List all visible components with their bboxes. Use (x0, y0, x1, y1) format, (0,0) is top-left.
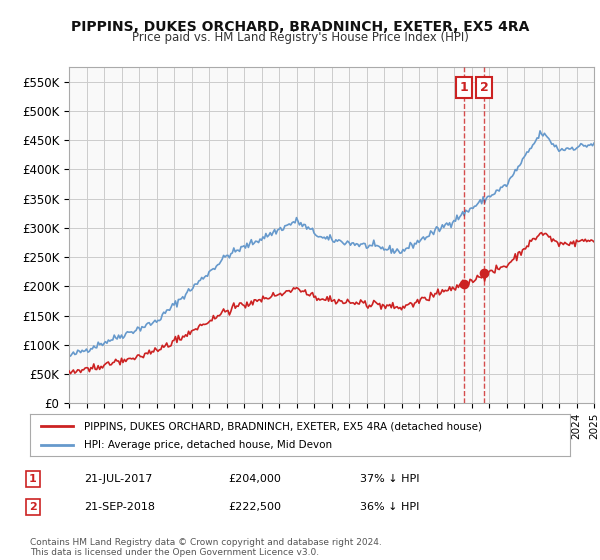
Text: PIPPINS, DUKES ORCHARD, BRADNINCH, EXETER, EX5 4RA (detached house): PIPPINS, DUKES ORCHARD, BRADNINCH, EXETE… (84, 421, 482, 431)
Text: HPI: Average price, detached house, Mid Devon: HPI: Average price, detached house, Mid … (84, 440, 332, 450)
Text: 1: 1 (29, 474, 37, 484)
Text: 21-SEP-2018: 21-SEP-2018 (84, 502, 155, 512)
Text: 37% ↓ HPI: 37% ↓ HPI (360, 474, 419, 484)
Text: 36% ↓ HPI: 36% ↓ HPI (360, 502, 419, 512)
Text: PIPPINS, DUKES ORCHARD, BRADNINCH, EXETER, EX5 4RA: PIPPINS, DUKES ORCHARD, BRADNINCH, EXETE… (71, 20, 529, 34)
Text: 1: 1 (459, 81, 468, 94)
Text: Contains HM Land Registry data © Crown copyright and database right 2024.
This d: Contains HM Land Registry data © Crown c… (30, 538, 382, 557)
Text: 2: 2 (480, 81, 488, 94)
Text: 21-JUL-2017: 21-JUL-2017 (84, 474, 152, 484)
Text: £222,500: £222,500 (228, 502, 281, 512)
Text: 2: 2 (29, 502, 37, 512)
Text: £204,000: £204,000 (228, 474, 281, 484)
Text: Price paid vs. HM Land Registry's House Price Index (HPI): Price paid vs. HM Land Registry's House … (131, 31, 469, 44)
